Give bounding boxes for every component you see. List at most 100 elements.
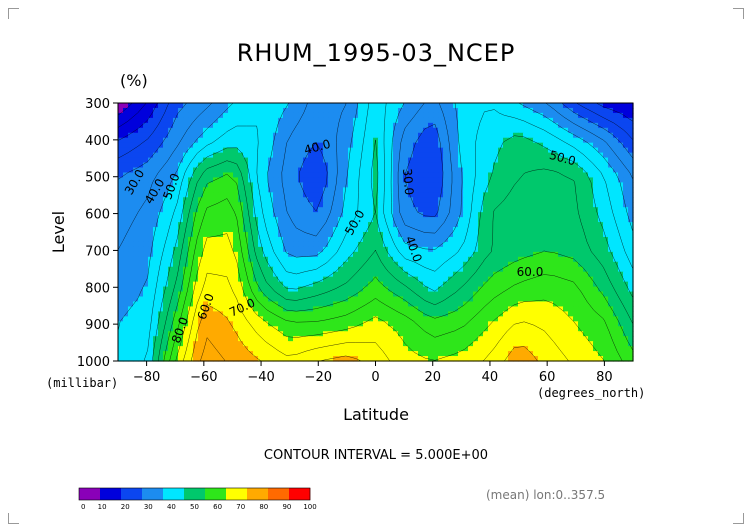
field-cell <box>338 117 344 124</box>
field-cell <box>148 182 154 188</box>
field-cell <box>493 227 499 233</box>
field-cell <box>553 137 559 144</box>
field-cell <box>313 122 319 129</box>
field-cell <box>363 306 369 312</box>
field-cell <box>368 207 374 213</box>
field-cell <box>398 281 404 288</box>
field-cell <box>593 251 599 258</box>
field-cell <box>158 232 164 238</box>
field-cell <box>303 147 309 154</box>
field-cell <box>628 107 634 114</box>
field-cell <box>133 177 139 183</box>
field-cell <box>593 157 599 164</box>
field-cell <box>203 271 209 278</box>
field-cell <box>428 177 434 183</box>
field-cell <box>488 232 494 238</box>
field-cell <box>498 172 504 179</box>
field-cell <box>393 182 399 188</box>
field-cell <box>498 202 504 208</box>
field-cell <box>143 316 149 322</box>
field-cell <box>333 107 339 114</box>
field-cell <box>613 326 619 332</box>
field-cell <box>193 316 199 322</box>
field-cell <box>378 261 384 268</box>
field-cell <box>178 326 184 332</box>
field-cell <box>613 251 619 258</box>
field-cell <box>168 227 174 233</box>
field-cell <box>413 311 419 317</box>
field-cell <box>478 256 484 263</box>
field-cell <box>218 301 224 308</box>
field-cell <box>493 276 499 283</box>
field-cell <box>203 341 209 347</box>
field-cell <box>213 326 219 332</box>
field-cell <box>458 137 464 144</box>
field-cell <box>168 182 174 188</box>
field-cell <box>173 251 179 258</box>
field-cell <box>473 261 479 268</box>
field-cell <box>623 227 629 233</box>
field-cell <box>153 271 159 278</box>
field-cell <box>163 281 169 288</box>
field-cell <box>218 162 224 169</box>
field-cell <box>273 251 279 258</box>
field-cell <box>338 147 344 154</box>
field-cell <box>203 187 209 193</box>
field-cell <box>393 107 399 114</box>
field-cell <box>123 261 129 268</box>
field-cell <box>138 212 144 218</box>
field-cell <box>153 177 159 183</box>
field-cell <box>258 326 264 332</box>
field-cell <box>378 246 384 253</box>
field-cell <box>493 103 499 109</box>
field-cell <box>483 202 489 208</box>
field-cell <box>338 132 344 139</box>
field-cell <box>618 271 624 278</box>
field-cell <box>258 232 264 238</box>
field-cell <box>273 172 279 179</box>
field-cell <box>328 336 334 342</box>
field-cell <box>173 236 179 243</box>
field-cell <box>343 117 349 124</box>
field-cell <box>193 301 199 308</box>
field-cell <box>313 212 319 218</box>
field-cell <box>428 246 434 253</box>
field-cell <box>178 207 184 213</box>
field-cell <box>348 316 354 322</box>
field-cell <box>183 207 189 213</box>
field-cell <box>563 251 569 258</box>
field-cell <box>183 291 189 298</box>
field-cell <box>278 241 284 248</box>
field-cell <box>133 301 139 308</box>
field-cell <box>603 177 609 183</box>
field-cell <box>393 251 399 258</box>
field-cell <box>253 122 259 129</box>
field-cell <box>178 301 184 308</box>
field-cell <box>123 137 129 144</box>
field-cell <box>513 316 519 322</box>
field-cell <box>518 261 524 268</box>
field-cell <box>578 172 584 179</box>
field-cell <box>628 127 634 134</box>
field-cell <box>433 207 439 213</box>
field-cell <box>553 217 559 223</box>
field-cell <box>333 192 339 198</box>
field-cell <box>533 142 539 149</box>
field-cell <box>253 286 259 293</box>
field-cell <box>488 246 494 253</box>
field-cell <box>133 132 139 139</box>
field-cell <box>478 336 484 342</box>
field-cell <box>138 281 144 288</box>
field-cell <box>503 122 509 129</box>
field-cell <box>378 227 384 233</box>
field-cell <box>428 172 434 179</box>
field-cell <box>293 182 299 188</box>
field-cell <box>148 326 154 332</box>
field-cell <box>528 117 534 124</box>
field-cell <box>623 241 629 248</box>
field-cell <box>123 212 129 218</box>
field-cell <box>243 142 249 149</box>
field-cell <box>603 192 609 198</box>
field-cell <box>513 137 519 144</box>
field-cell <box>453 251 459 258</box>
